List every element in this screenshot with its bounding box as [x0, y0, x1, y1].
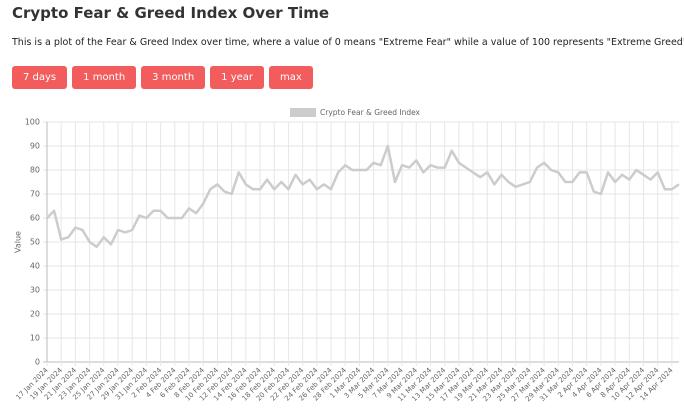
range-button[interactable]: max — [269, 66, 313, 89]
range-button[interactable]: 3 month — [141, 66, 206, 89]
y-tick-label: 0 — [35, 358, 40, 367]
range-buttons: 7 days 1 month 3 month 1 year max — [12, 66, 313, 89]
y-tick-label: 70 — [30, 190, 40, 199]
description: This is a plot of the Fear & Greed Index… — [12, 37, 684, 48]
y-tick-label: 30 — [30, 286, 40, 295]
data-line — [46, 144, 680, 249]
y-tick-label: 100 — [25, 118, 40, 127]
y-tick-label: 90 — [30, 142, 40, 151]
y-tick-label: 50 — [30, 238, 40, 247]
legend-label: Crypto Fear & Greed Index — [320, 108, 421, 117]
range-button[interactable]: 1 month — [72, 66, 137, 89]
page-title: Crypto Fear & Greed Index Over Time — [12, 4, 330, 22]
y-tick-label: 40 — [30, 262, 40, 271]
range-button[interactable]: 1 year — [210, 66, 265, 89]
y-tick-label: 60 — [30, 214, 40, 223]
y-axis-label: Value — [14, 231, 23, 253]
y-tick-label: 10 — [30, 334, 40, 343]
y-tick-label: 80 — [30, 166, 40, 175]
legend-swatch — [290, 108, 316, 117]
range-button[interactable]: 7 days — [12, 66, 68, 89]
y-tick-label: 20 — [30, 310, 40, 319]
